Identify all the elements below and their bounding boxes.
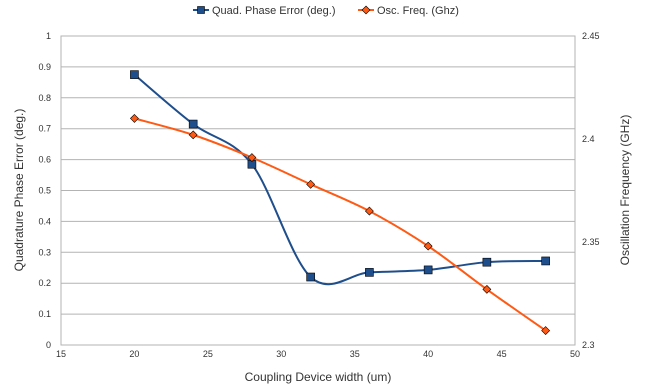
legend-label-osc-freq: Osc. Freq. (Ghz) — [377, 5, 459, 17]
legend: Quad. Phase Error (deg.) Osc. Freq. (Ghz… — [193, 5, 459, 17]
y2-tick-label-1: 2.35 — [582, 237, 600, 247]
x-axis-label: Coupling Device width (um) — [245, 370, 392, 384]
x-tick-label-45: 45 — [497, 349, 507, 359]
series-line-quad-phase-error — [133, 73, 546, 286]
data-point-quad-phase-error-7 — [541, 256, 550, 266]
data-point-osc-freq-0 — [130, 113, 139, 123]
y-tick-label-6: 0.6 — [38, 155, 51, 165]
y-tick-label-0: 0 — [46, 340, 51, 350]
y-tick-label-4: 0.4 — [38, 216, 51, 226]
legend-item-quad-phase-error: Quad. Phase Error (deg.) — [193, 5, 336, 17]
gridlines — [61, 35, 575, 346]
y2-axis-label: Oscillation Frequency (GHz) — [618, 115, 632, 266]
y-tick-label-5: 0.5 — [38, 186, 51, 196]
data-point-osc-freq-1 — [188, 130, 198, 140]
y-axis-label: Quadrature Phase Error (deg.) — [12, 109, 26, 272]
data-point-osc-freq-5 — [423, 241, 433, 251]
series-layer — [130, 70, 551, 336]
data-point-quad-phase-error-6 — [482, 257, 492, 267]
y-tick-label-9: 0.9 — [38, 62, 51, 72]
data-point-osc-freq-4 — [364, 206, 374, 216]
y-tick-label-7: 0.7 — [38, 124, 51, 134]
data-point-quad-phase-error-1 — [188, 119, 198, 129]
data-point-quad-phase-error-5 — [423, 265, 433, 275]
data-point-osc-freq-6 — [482, 284, 492, 294]
y-tick-label-10: 1 — [46, 31, 51, 41]
x-tick-label-35: 35 — [350, 349, 360, 359]
data-point-osc-freq-2 — [247, 153, 257, 162]
y-tick-label-8: 0.8 — [38, 93, 51, 103]
legend-item-osc-freq: Osc. Freq. (Ghz) — [358, 5, 459, 17]
x-tick-label-25: 25 — [203, 349, 213, 359]
data-point-quad-phase-error-0 — [130, 70, 139, 79]
series-line-osc-freq — [134, 117, 547, 332]
legend-marker-osc-freq — [361, 5, 371, 15]
data-point-osc-freq-3 — [306, 179, 316, 189]
y-tick-label-1: 0.1 — [38, 309, 51, 319]
data-point-quad-phase-error-4 — [365, 268, 374, 277]
x-tick-label-15: 15 — [56, 349, 66, 359]
tick-labels: 15 20 25 30 35 40 45 50 0 0.1 0.2 0.3 0.4 0.5 0.6 0.7 0.… — [38, 31, 599, 359]
y2-tick-label-0: 2.3 — [582, 340, 595, 350]
y2-tick-label-3: 2.45 — [582, 31, 600, 41]
data-point-osc-freq-7 — [541, 326, 551, 336]
y-tick-label-3: 0.3 — [38, 247, 51, 257]
data-point-quad-phase-error-3 — [306, 272, 315, 282]
legend-marker-quad-phase-error — [197, 6, 205, 14]
x-tick-label-40: 40 — [423, 349, 433, 359]
y-tick-label-2: 0.2 — [38, 278, 51, 288]
x-tick-label-30: 30 — [276, 349, 286, 359]
x-tick-label-20: 20 — [129, 349, 139, 359]
x-tick-label-50: 50 — [570, 349, 580, 359]
plot-frame — [60, 35, 576, 346]
y2-tick-label-2: 2.4 — [582, 134, 595, 144]
legend-label-quad-phase-error: Quad. Phase Error (deg.) — [212, 5, 336, 17]
